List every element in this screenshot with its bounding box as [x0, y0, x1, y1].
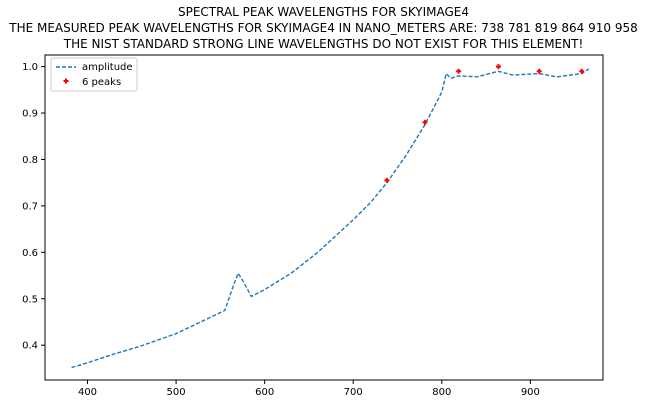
- chart-title-line-1: SPECTRAL PEAK WAVELENGTHS FOR SKYIMAGE4: [177, 5, 470, 19]
- y-tick-label: 0.4: [22, 341, 38, 352]
- x-tick-label: 800: [432, 387, 451, 398]
- y-tick-label: 0.9: [22, 109, 38, 120]
- y-tick-label: 0.8: [22, 155, 38, 166]
- series-line-amplitude: [71, 68, 590, 369]
- plot-frame: [44, 54, 604, 381]
- x-tick-label: 900: [521, 387, 540, 398]
- chart-title-line-3: THE NIST STANDARD STRONG LINE WAVELENGTH…: [63, 37, 584, 51]
- peak-marker: [495, 64, 501, 70]
- legend: amplitude 6 peaks: [50, 57, 138, 92]
- peak-marker: [536, 68, 542, 74]
- legend-label-peaks: 6 peaks: [82, 77, 121, 88]
- x-tick-label: 400: [78, 387, 97, 398]
- legend-label-amplitude: amplitude: [82, 62, 133, 73]
- peak-marker: [384, 177, 390, 183]
- y-tick-label: 1.0: [22, 62, 38, 73]
- legend-box: [50, 57, 138, 92]
- chart-title-line-2: THE MEASURED PEAK WAVELENGTHS FOR SKYIMA…: [9, 21, 638, 35]
- y-tick-label: 0.6: [22, 248, 38, 259]
- x-tick-label: 500: [167, 387, 186, 398]
- x-tick-label: 600: [255, 387, 274, 398]
- y-tick-label: 0.5: [22, 294, 38, 305]
- peak-marker: [579, 68, 585, 74]
- y-tick-label: 0.7: [22, 201, 38, 212]
- peak-marker: [422, 119, 428, 125]
- peak-marker: [456, 68, 462, 74]
- x-tick-label: 700: [344, 387, 363, 398]
